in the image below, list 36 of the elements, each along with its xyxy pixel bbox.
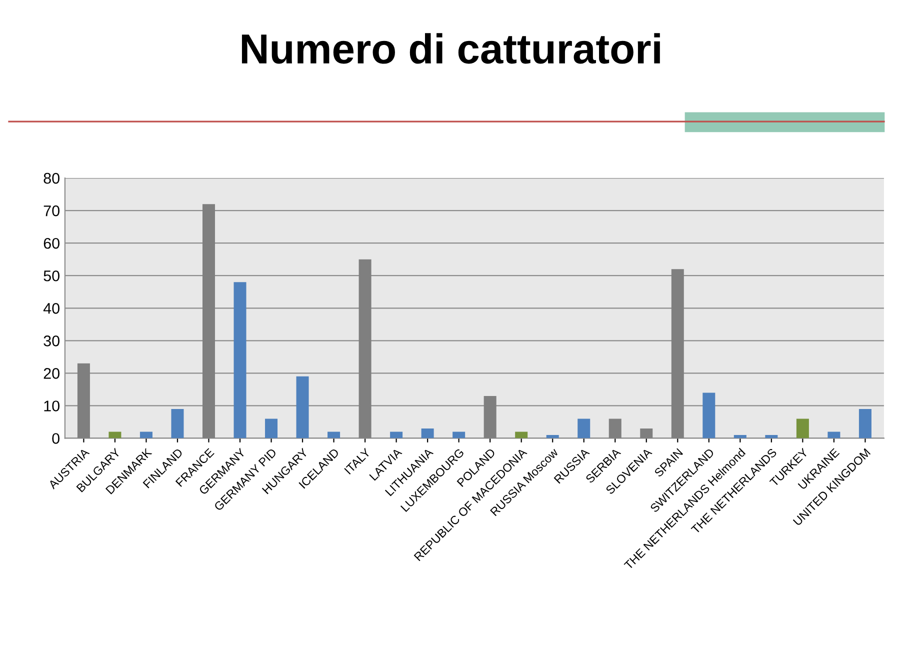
y-tick-label: 30 [44, 336, 60, 346]
bar [234, 282, 246, 438]
y-tick-label: 50 [44, 270, 60, 282]
bar [265, 418, 278, 438]
bar [828, 432, 840, 438]
y-tick-label: 20 [44, 368, 60, 379]
bar [546, 434, 559, 438]
bar [77, 363, 90, 438]
bar [484, 396, 496, 438]
y-tick-label: 0 [52, 433, 60, 444]
bar [578, 418, 590, 438]
y-tick-label: 60 [44, 238, 60, 249]
bar [296, 376, 309, 438]
chart-title: Numero di catturatori [242, 33, 660, 64]
bar [734, 434, 746, 438]
bar [140, 432, 152, 438]
bar [108, 432, 122, 438]
bar [640, 428, 653, 438]
bar [421, 428, 434, 438]
bar [765, 434, 778, 438]
bar [452, 432, 466, 438]
y-tick-label: 80 [44, 172, 60, 184]
bar [702, 392, 716, 438]
y-tick-label: 10 [44, 400, 60, 412]
bar [608, 418, 622, 438]
bar [796, 418, 809, 438]
y-tick-label: 70 [44, 205, 60, 216]
bar [390, 432, 403, 438]
bar [358, 259, 372, 438]
y-tick-label: 40 [43, 303, 60, 314]
bar [171, 408, 184, 438]
bar [328, 432, 340, 438]
bar [515, 432, 528, 438]
bar [202, 204, 215, 438]
bar [671, 269, 684, 438]
bar [858, 408, 872, 438]
